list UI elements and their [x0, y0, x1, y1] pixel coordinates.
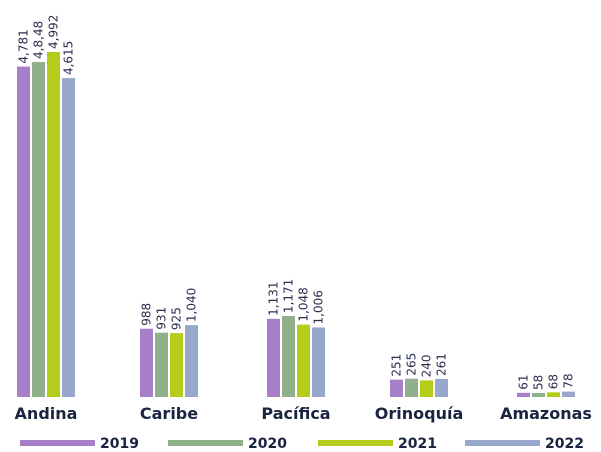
bar: [170, 333, 183, 397]
bar: [532, 392, 545, 397]
value-label: 68: [547, 374, 561, 389]
bar: [155, 332, 168, 397]
bar: [420, 380, 433, 397]
bar: [390, 379, 403, 397]
value-label: 925: [170, 307, 184, 330]
bar: [562, 391, 575, 397]
value-label: 58: [532, 375, 546, 390]
bar: [297, 324, 310, 397]
value-label: 251: [390, 354, 404, 377]
value-label: 1,040: [185, 288, 199, 322]
legend-swatch: [168, 440, 243, 446]
value-label: 240: [420, 355, 434, 378]
category-label: Pacífica: [261, 404, 330, 423]
value-label: 4,615: [62, 41, 76, 75]
bar: [32, 61, 45, 397]
value-label: 988: [140, 303, 154, 326]
value-label: 4,781: [17, 29, 31, 63]
bar: [547, 392, 560, 397]
value-label: 1,171: [282, 279, 296, 313]
value-label: 61: [517, 375, 531, 390]
legend-label: 2022: [545, 436, 584, 452]
category-label: Andina: [15, 404, 78, 423]
legend-label: 2020: [248, 436, 287, 452]
value-label: 931: [155, 307, 169, 330]
value-label: 261: [435, 353, 449, 376]
value-label: 1,048: [297, 287, 311, 321]
bar: [405, 378, 418, 397]
legend-swatch: [465, 440, 540, 446]
legend-label: 2021: [398, 436, 437, 452]
legend-swatch: [318, 440, 393, 446]
value-label: 4,992: [47, 15, 61, 49]
legend-swatch: [20, 440, 95, 446]
bar: [267, 318, 280, 397]
category-label: Caribe: [140, 404, 198, 423]
bar: [312, 327, 325, 397]
bar: [62, 78, 75, 397]
value-label: 265: [405, 353, 419, 376]
category-label: Orinoquía: [375, 404, 463, 423]
value-label: 78: [562, 373, 576, 388]
bar: [17, 66, 30, 397]
bar: [47, 52, 60, 397]
value-label: 1,006: [312, 290, 326, 324]
bar: [185, 325, 198, 397]
bar: [140, 328, 153, 397]
bar: [435, 378, 448, 397]
value-label: 4,8,48: [32, 21, 46, 59]
category-label: Amazonas: [500, 404, 592, 423]
legend-label: 2019: [100, 436, 139, 452]
value-label: 1,131: [267, 281, 281, 315]
bar: [517, 392, 530, 397]
bar: [282, 316, 295, 397]
